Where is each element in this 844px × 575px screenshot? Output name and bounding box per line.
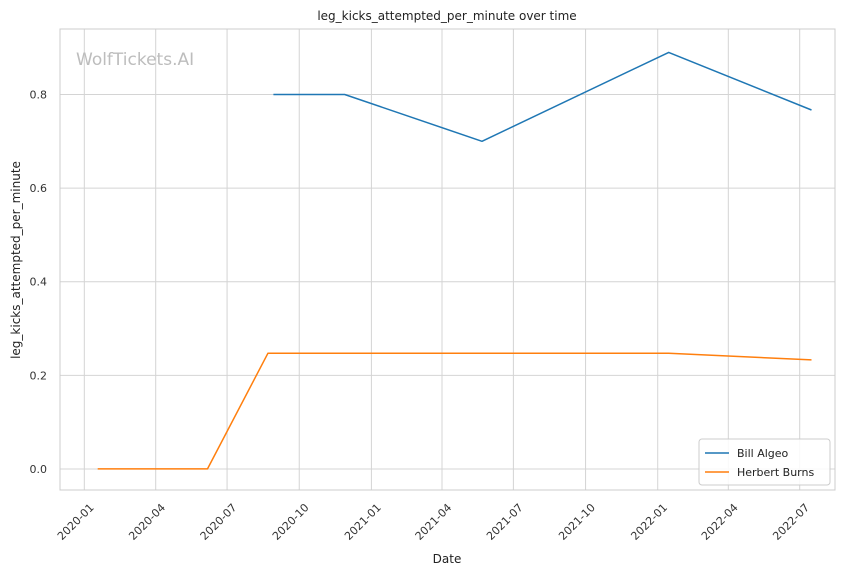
x-tick-label: 2021-07 [484, 501, 526, 543]
x-tick-label: 2020-04 [126, 501, 168, 543]
x-tick-label: 2021-10 [556, 501, 598, 543]
series-line-2 [97, 352, 812, 470]
y-tick-label: 0.4 [30, 276, 48, 289]
series-layer [97, 51, 812, 470]
x-tick-label: 2021-04 [413, 501, 455, 543]
x-tick-label: 2020-01 [55, 501, 97, 543]
y-tick-label: 0.0 [30, 463, 48, 476]
legend: Bill Algeo Herbert Burns [698, 438, 831, 486]
y-tick-label: 0.2 [30, 369, 48, 382]
x-axis-ticks: 2020-01 2020-04 2020-07 2020-10 2021-01 2021-… [55, 501, 812, 543]
y-axis-label: leg_kicks_attempted_per_minute [9, 161, 23, 359]
x-tick-label: 2020-07 [198, 501, 240, 543]
y-axis-ticks: 0.0 0.2 0.4 0.6 0.8 [30, 89, 48, 476]
legend-box [698, 438, 831, 486]
watermark: WolfTickets.AI [76, 50, 194, 70]
legend-label-2: Herbert Burns [737, 466, 814, 479]
legend-label-1: Bill Algeo [737, 447, 789, 460]
x-axis-label: Date [433, 552, 462, 566]
x-tick-label: 2022-01 [628, 501, 670, 543]
x-tick-label: 2020-10 [270, 501, 312, 543]
y-tick-label: 0.8 [30, 89, 48, 102]
x-tick-label: 2021-01 [342, 501, 384, 543]
grid [60, 29, 835, 490]
plot-frame [59, 28, 836, 491]
y-tick-label: 0.6 [30, 182, 48, 195]
x-tick-label: 2022-04 [699, 501, 741, 543]
x-tick-label: 2022-07 [770, 501, 812, 543]
series-line-1 [273, 51, 812, 143]
chart-title: leg_kicks_attempted_per_minute over time [317, 9, 576, 23]
